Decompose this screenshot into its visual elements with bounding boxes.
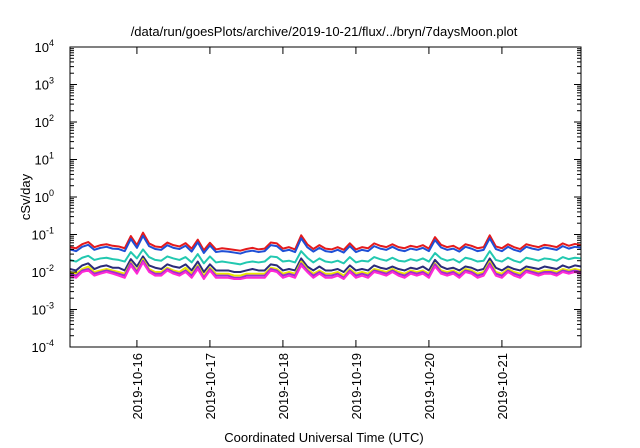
y-tick-exponent: -3: [46, 301, 54, 311]
y-tick-exponent: -4: [46, 338, 54, 348]
y-tick-label: 10-3: [32, 301, 54, 318]
x-tick-label: 2019-10-16: [130, 353, 145, 420]
y-tick-label: 104: [35, 38, 54, 55]
series-line-2: [69, 234, 582, 255]
y-axis-label: cSv/day: [18, 173, 33, 220]
x-tick-label: 2019-10-20: [422, 353, 437, 420]
y-tick-label: 10-1: [32, 226, 54, 243]
y-tick-exponent: 3: [49, 76, 54, 86]
y-tick-label: 102: [35, 113, 54, 130]
y-tick-label: 101: [35, 151, 54, 168]
y-tick-label: 10-4: [32, 338, 54, 355]
x-tick-label: 2019-10-18: [276, 353, 291, 420]
x-axis: 2019-10-16 2019-10-17 2019-10-18 2019-10-19…: [130, 47, 510, 420]
y-tick-exponent: 4: [49, 38, 54, 48]
y-tick-exponent: 2: [49, 113, 54, 123]
y-tick-exponent: -2: [46, 263, 54, 273]
y-tick-exponent: 1: [49, 151, 54, 161]
plot-frame: [69, 46, 582, 348]
series-line-4: [69, 255, 582, 273]
chart-title: /data/run/goesPlots/archive/2019-10-21/f…: [131, 24, 518, 39]
y-tick-label: 103: [35, 76, 54, 93]
x-tick-label: 2019-10-21: [495, 353, 510, 420]
series-line-1: [69, 231, 582, 252]
series-layer: [69, 231, 582, 281]
y-tick-exponent: -1: [46, 226, 54, 236]
x-tick-label: 2019-10-17: [203, 353, 218, 420]
y-tick-label: 100: [35, 188, 54, 205]
y-tick-exponent: 0: [49, 188, 54, 198]
series-line-3: [69, 248, 582, 266]
series-line-7: [69, 261, 582, 281]
x-tick-label: 2019-10-19: [349, 353, 364, 420]
y-tick-label: 10-2: [32, 263, 54, 280]
x-axis-label: Coordinated Universal Time (UTC): [224, 430, 423, 445]
